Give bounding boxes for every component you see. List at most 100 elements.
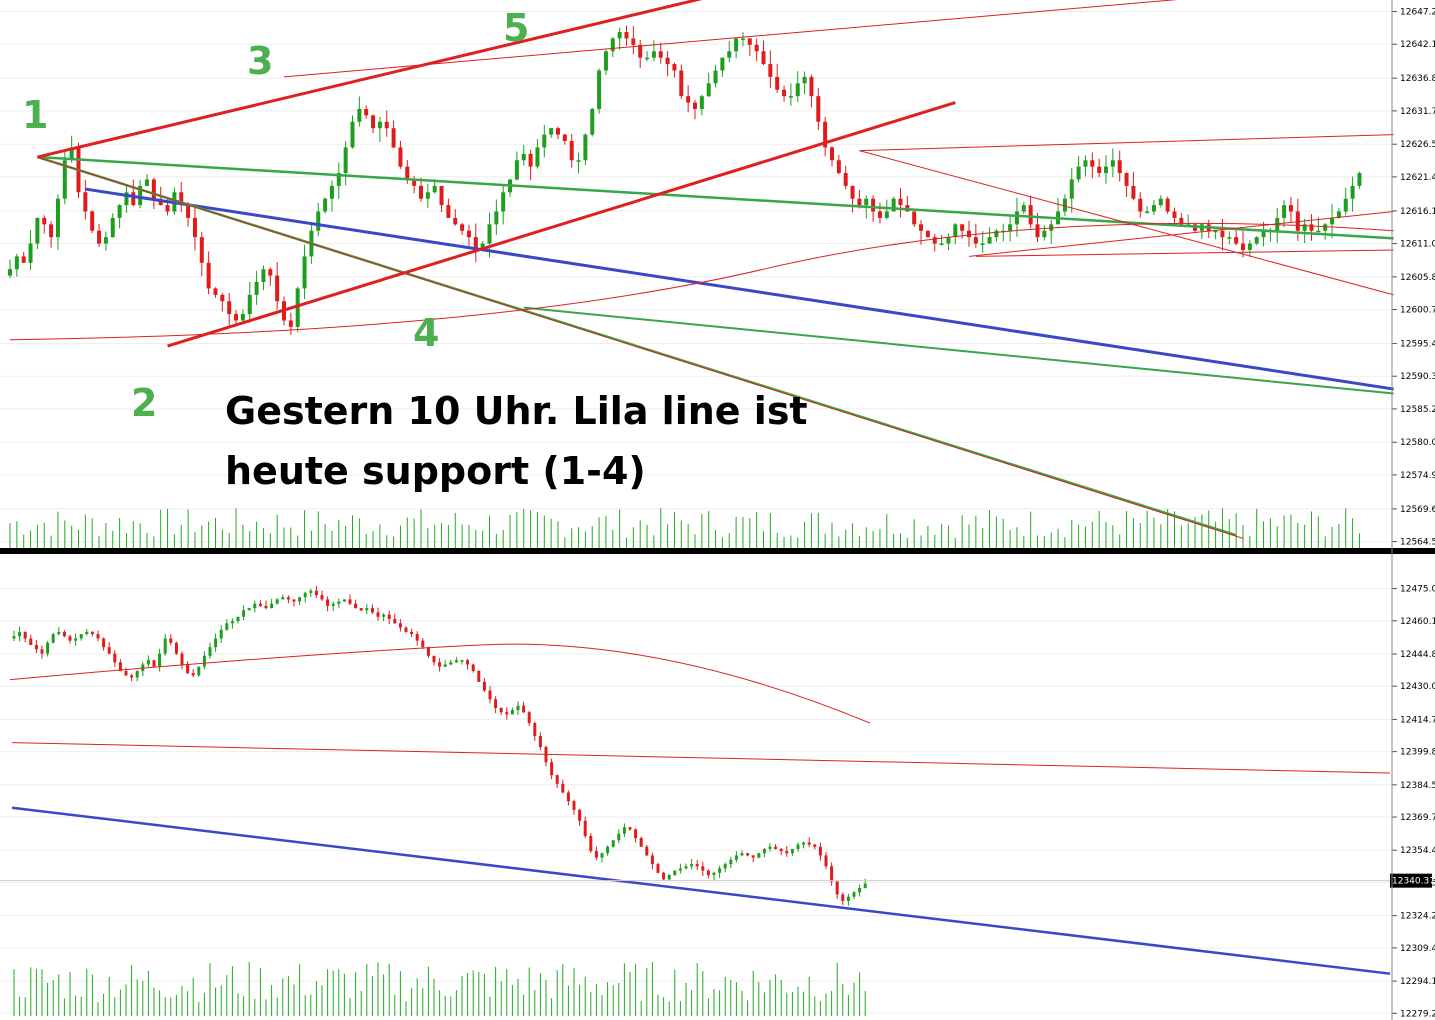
thin-red-fan-4: [859, 134, 1394, 152]
candle-body: [734, 38, 739, 52]
candle-body: [768, 64, 773, 77]
candle-body: [163, 638, 167, 654]
candle-body: [1151, 205, 1156, 212]
candle-body: [751, 855, 755, 858]
candle-body: [871, 198, 876, 212]
candle-body: [1131, 185, 1136, 199]
y-tick-label: 12647.2: [1400, 8, 1435, 18]
candle-body: [103, 237, 108, 244]
candle-body: [624, 32, 629, 39]
candle-body: [79, 634, 83, 639]
candle-body: [376, 612, 380, 617]
green-trend-line-upper: [37, 155, 1394, 240]
candle-body: [364, 108, 369, 116]
candle-body: [158, 653, 162, 667]
candle-body: [14, 256, 19, 270]
y-tick-label: 12600.7: [1400, 306, 1435, 316]
candle-body: [240, 314, 245, 321]
candle-body: [1323, 224, 1328, 231]
y-tick-label: 12585.2: [1400, 405, 1435, 415]
candle-body: [757, 853, 761, 858]
candle-body: [337, 601, 341, 604]
candle-body: [658, 51, 663, 58]
candle-body: [684, 866, 688, 869]
candle-body: [1247, 243, 1252, 250]
candle-body: [622, 827, 626, 834]
candle-body: [775, 76, 780, 90]
candle-body: [790, 848, 794, 854]
candle-body: [600, 853, 604, 858]
candle-body: [270, 603, 274, 609]
candle-body: [225, 623, 229, 630]
candle-body: [617, 32, 622, 39]
candle-body: [460, 224, 465, 231]
candle-body: [667, 874, 671, 880]
candle-body: [443, 664, 447, 667]
candle-body: [326, 599, 330, 606]
candle-body: [432, 655, 436, 663]
annotation-line-2: heute support (1-4): [225, 449, 646, 493]
candle-body: [1165, 198, 1170, 212]
candle-body: [446, 205, 451, 218]
candle-body: [275, 275, 280, 302]
candle-body: [818, 846, 822, 856]
candle-body: [953, 224, 958, 238]
candle-body: [488, 690, 492, 700]
candle-body: [415, 634, 419, 641]
candle-body: [638, 44, 643, 58]
red-channel-lower: [167, 101, 956, 348]
candle-body: [391, 128, 396, 148]
candle-body: [471, 664, 475, 671]
candle-body: [645, 846, 649, 856]
candle-body: [932, 237, 937, 244]
candle-body: [569, 141, 574, 161]
candle-body: [782, 89, 787, 97]
candle-body: [480, 243, 485, 250]
candle-body: [432, 185, 437, 193]
candle-body: [542, 134, 547, 148]
candle-body: [510, 710, 514, 715]
candle-body: [303, 592, 307, 598]
candle-body: [785, 851, 789, 854]
candle-body: [583, 820, 587, 836]
candle-body: [1158, 198, 1163, 206]
candle-body: [110, 217, 115, 238]
y-tick-label: 12611.0: [1400, 240, 1435, 250]
candle-body: [370, 608, 374, 613]
candle-body: [365, 608, 369, 611]
candle-body: [261, 269, 266, 283]
candle-body: [124, 192, 129, 206]
candle-body: [561, 783, 565, 793]
candle-body: [253, 603, 257, 609]
candle-body: [651, 51, 656, 58]
candle-body: [439, 185, 444, 206]
candle-body: [706, 83, 711, 97]
y-tick-label: 12590.3: [1400, 372, 1435, 382]
candle-body: [354, 603, 358, 609]
candle-body: [454, 660, 458, 663]
candle-body: [1227, 237, 1232, 239]
candle-body: [650, 855, 654, 865]
candle-body: [499, 707, 503, 713]
candle-body: [720, 57, 725, 71]
candle-body: [863, 883, 867, 888]
candle-body: [487, 224, 492, 244]
candle-body: [967, 230, 971, 238]
candle-body: [425, 192, 430, 199]
candle-body: [835, 881, 839, 895]
candle-body: [23, 631, 27, 639]
y-tick-label: 12621.4: [1400, 173, 1435, 183]
candle-body: [138, 185, 143, 206]
candle-body: [836, 160, 841, 174]
candle-body: [302, 256, 307, 289]
candle-body: [1008, 224, 1013, 231]
candle-body: [316, 211, 321, 231]
candle-body: [192, 217, 197, 238]
current-price-tag: [1390, 873, 1432, 888]
candle-body: [594, 851, 598, 858]
candle-body: [286, 597, 290, 600]
candle-body: [891, 198, 896, 212]
candle-body: [1220, 230, 1225, 238]
candle-body: [42, 217, 47, 225]
